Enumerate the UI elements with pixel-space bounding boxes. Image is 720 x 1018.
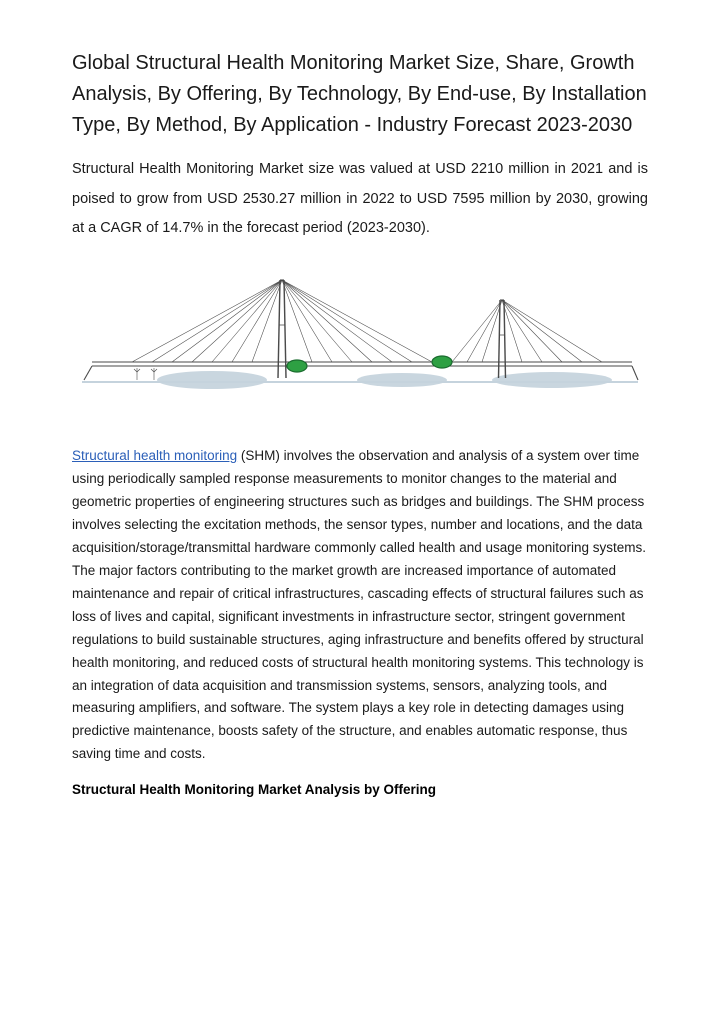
bridge-svg bbox=[72, 262, 648, 417]
page-title: Global Structural Health Monitoring Mark… bbox=[72, 48, 648, 141]
section-subhead: Structural Health Monitoring Market Anal… bbox=[72, 782, 648, 797]
shm-link[interactable]: Structural health monitoring bbox=[72, 448, 237, 463]
body-paragraph: Structural health monitoring (SHM) invol… bbox=[72, 445, 648, 766]
body-text: (SHM) involves the observation and analy… bbox=[72, 448, 646, 761]
bridge-figure bbox=[72, 262, 648, 417]
lead-paragraph: Structural Health Monitoring Market size… bbox=[72, 155, 648, 244]
